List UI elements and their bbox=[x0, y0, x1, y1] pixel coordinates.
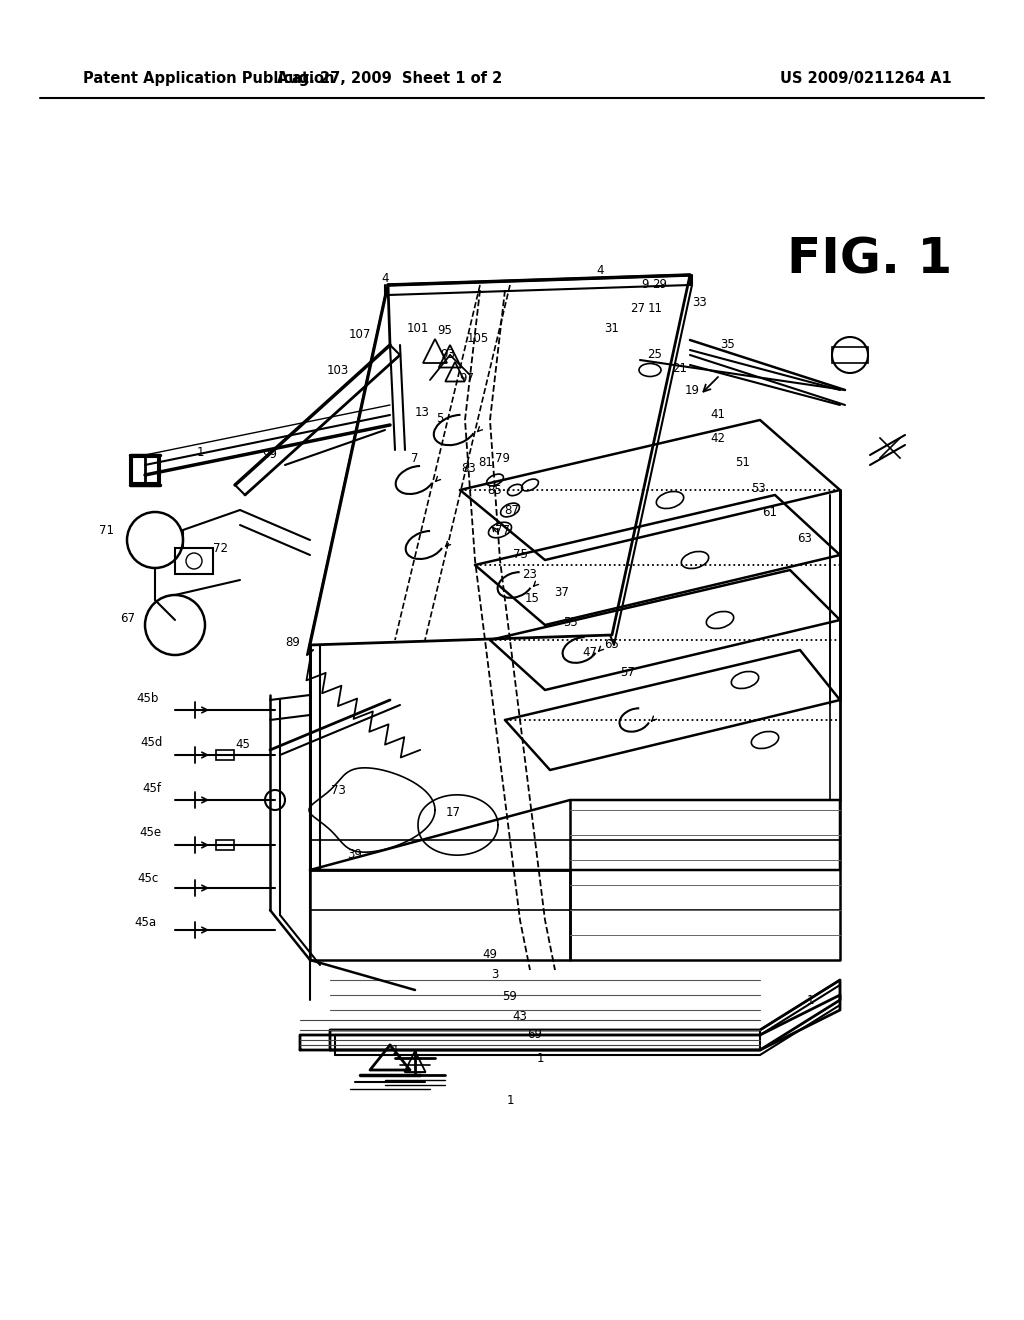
Text: 45b: 45b bbox=[137, 692, 159, 705]
Text: 37: 37 bbox=[555, 586, 569, 598]
Text: 45f: 45f bbox=[142, 781, 162, 795]
Text: FIG. 1: FIG. 1 bbox=[787, 236, 952, 284]
Text: 77: 77 bbox=[496, 524, 511, 536]
Text: Patent Application Publication: Patent Application Publication bbox=[83, 70, 335, 86]
Text: 45d: 45d bbox=[141, 735, 163, 748]
Text: 83: 83 bbox=[462, 462, 476, 474]
Text: 57: 57 bbox=[621, 665, 636, 678]
Text: 47: 47 bbox=[583, 645, 597, 659]
Text: 97: 97 bbox=[460, 371, 474, 384]
Text: 69: 69 bbox=[527, 1028, 543, 1041]
Text: 17: 17 bbox=[445, 805, 461, 818]
Text: 107: 107 bbox=[349, 329, 371, 342]
Text: 53: 53 bbox=[751, 482, 765, 495]
Text: 73: 73 bbox=[331, 784, 345, 796]
Bar bbox=[216, 750, 234, 760]
Text: 81: 81 bbox=[478, 457, 494, 470]
Text: 71: 71 bbox=[98, 524, 114, 536]
Text: 23: 23 bbox=[522, 569, 538, 582]
Text: 1: 1 bbox=[391, 1044, 398, 1056]
Text: 41: 41 bbox=[711, 408, 725, 421]
Text: 25: 25 bbox=[647, 348, 663, 362]
Text: 35: 35 bbox=[721, 338, 735, 351]
Text: US 2009/0211264 A1: US 2009/0211264 A1 bbox=[780, 70, 951, 86]
Text: 45a: 45a bbox=[134, 916, 156, 928]
Text: 93: 93 bbox=[440, 348, 456, 362]
Text: 33: 33 bbox=[692, 297, 708, 309]
Text: 31: 31 bbox=[604, 322, 620, 334]
Text: 29: 29 bbox=[652, 279, 668, 292]
Text: 19: 19 bbox=[684, 384, 699, 396]
Text: 21: 21 bbox=[673, 362, 687, 375]
Text: 95: 95 bbox=[437, 323, 453, 337]
Text: 4: 4 bbox=[596, 264, 604, 276]
Text: 5: 5 bbox=[436, 412, 443, 425]
Text: 63: 63 bbox=[798, 532, 812, 544]
Bar bbox=[175, 548, 213, 574]
Text: 105: 105 bbox=[467, 331, 489, 345]
Text: 103: 103 bbox=[327, 363, 349, 376]
Text: 39: 39 bbox=[347, 849, 362, 862]
Text: Aug. 27, 2009  Sheet 1 of 2: Aug. 27, 2009 Sheet 1 of 2 bbox=[278, 70, 503, 86]
Text: 1: 1 bbox=[197, 446, 204, 458]
Text: 1: 1 bbox=[806, 994, 814, 1006]
Text: 13: 13 bbox=[415, 407, 429, 420]
Bar bbox=[216, 840, 234, 850]
Text: 101: 101 bbox=[407, 322, 429, 334]
Bar bbox=[831, 347, 868, 363]
Text: 79: 79 bbox=[496, 451, 511, 465]
Text: 67: 67 bbox=[121, 611, 135, 624]
Text: 15: 15 bbox=[524, 591, 540, 605]
Text: 43: 43 bbox=[513, 1011, 527, 1023]
Text: 89: 89 bbox=[286, 636, 300, 649]
Text: 42: 42 bbox=[711, 432, 725, 445]
Text: 11: 11 bbox=[647, 301, 663, 314]
Text: 27: 27 bbox=[631, 301, 645, 314]
Text: 1: 1 bbox=[537, 1052, 544, 1064]
Text: 85: 85 bbox=[487, 483, 503, 496]
Text: 7: 7 bbox=[412, 451, 419, 465]
Text: 4: 4 bbox=[381, 272, 389, 285]
Text: 55: 55 bbox=[562, 615, 578, 628]
Text: 75: 75 bbox=[513, 549, 527, 561]
Text: 49: 49 bbox=[482, 949, 498, 961]
Text: 59: 59 bbox=[503, 990, 517, 1003]
Bar bbox=[132, 457, 158, 483]
Text: 1: 1 bbox=[506, 1093, 514, 1106]
Text: 9: 9 bbox=[641, 279, 649, 292]
Text: 45c: 45c bbox=[137, 871, 159, 884]
Text: 87: 87 bbox=[505, 503, 519, 516]
Text: 45: 45 bbox=[236, 738, 251, 751]
Text: 65: 65 bbox=[604, 639, 620, 652]
Text: 61: 61 bbox=[763, 506, 777, 519]
Text: 51: 51 bbox=[735, 455, 751, 469]
Text: 45e: 45e bbox=[139, 825, 161, 838]
Text: 99: 99 bbox=[262, 449, 278, 462]
Text: 72: 72 bbox=[213, 541, 227, 554]
Text: 3: 3 bbox=[492, 969, 499, 982]
